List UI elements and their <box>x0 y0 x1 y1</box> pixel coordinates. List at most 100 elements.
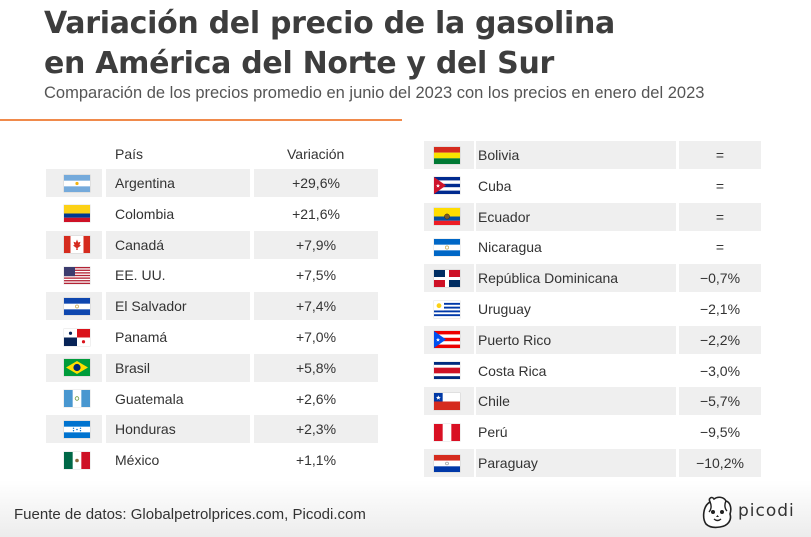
change-value: +5,8% <box>295 359 337 376</box>
change-value: −5,7% <box>699 393 741 410</box>
country-name: República Dominicana <box>478 270 619 287</box>
picodi-mascot-icon <box>702 496 732 529</box>
change-cell: −2,1% <box>679 295 761 323</box>
country-cell: Cuba <box>476 172 676 200</box>
country-cell: Brasil <box>106 353 250 382</box>
country-name: Costa Rica <box>478 362 547 379</box>
change-cell: −3,0% <box>679 357 761 385</box>
uruguay-flag <box>434 300 460 318</box>
dominican-republic-flag <box>434 269 460 287</box>
country-cell: México <box>106 446 250 474</box>
change-cell: +7,5% <box>254 261 378 289</box>
country-name: Puerto Rico <box>478 331 552 348</box>
accent-divider <box>0 119 402 121</box>
country-name: Paraguay <box>478 455 538 471</box>
change-cell: +2,3% <box>254 415 378 444</box>
brazil-flag <box>64 359 90 377</box>
country-name: Colombia <box>115 205 175 222</box>
country-cell: Argentina <box>106 169 250 197</box>
change-value: −9,5% <box>699 424 741 441</box>
chart-subtitle: Comparación de los precios promedio en j… <box>44 84 705 102</box>
country-cell: Paraguay <box>476 449 676 477</box>
country-cell: Panamá <box>106 323 250 351</box>
change-value: +1,1% <box>295 452 337 469</box>
country-cell: Honduras <box>106 415 250 444</box>
title-line-2: en América del Norte y del Sur <box>44 46 555 81</box>
change-value: −2,1% <box>699 301 741 317</box>
change-cell: +7,0% <box>254 323 378 351</box>
country-name: El Salvador <box>115 298 187 315</box>
change-value: +21,6% <box>292 205 340 222</box>
country-name: Guatemala <box>115 390 184 407</box>
country-cell: El Salvador <box>106 292 250 321</box>
change-value: = <box>715 239 725 256</box>
country-name: Cuba <box>478 177 512 194</box>
title-line-1: Variación del precio de la gasolina <box>44 6 615 41</box>
data-source: Fuente de datos: Globalpetrolprices.com,… <box>14 506 366 523</box>
country-cell: Uruguay <box>476 295 676 323</box>
change-cell: −10,2% <box>679 449 761 477</box>
country-cell: Canadá <box>106 230 250 259</box>
bolivia-flag <box>434 146 460 164</box>
change-value: +2,6% <box>295 390 337 407</box>
change-value: +29,6% <box>292 175 340 191</box>
country-cell: Puerto Rico <box>476 325 676 354</box>
mexico-flag <box>64 451 90 469</box>
change-value: −3,0% <box>699 362 741 379</box>
change-value: −2,2% <box>699 331 741 348</box>
country-name: Brasil <box>115 359 151 376</box>
change-column-header: Variación <box>287 146 345 162</box>
change-cell: −9,5% <box>679 418 761 446</box>
ecuador-flag <box>434 208 460 226</box>
change-cell: +5,8% <box>254 353 378 382</box>
change-value: = <box>715 147 725 163</box>
change-value: +7,4% <box>295 298 337 315</box>
country-cell: EE. UU. <box>106 261 250 289</box>
country-cell: Chile <box>476 387 676 416</box>
change-cell: = <box>679 141 761 169</box>
change-cell: −2,2% <box>679 325 761 354</box>
country-name: Chile <box>478 393 510 410</box>
puerto-rico-flag <box>434 331 460 349</box>
usa-flag <box>64 266 90 284</box>
country-name: Perú <box>478 424 508 441</box>
country-cell: Ecuador <box>476 202 676 231</box>
panama-flag <box>64 328 90 346</box>
guatemala-flag <box>64 390 90 408</box>
honduras-flag <box>64 420 90 438</box>
picodi-logo: picodi <box>700 494 805 530</box>
peru-flag <box>434 423 460 441</box>
country-cell: Bolivia <box>476 141 676 169</box>
country-name: EE. UU. <box>115 267 166 284</box>
country-name: Canadá <box>115 236 165 253</box>
colombia-flag <box>64 205 90 223</box>
country-cell: Nicaragua <box>476 233 676 261</box>
change-value: = <box>715 208 725 225</box>
country-cell: Guatemala <box>106 385 250 413</box>
change-cell: = <box>679 233 761 261</box>
country-name: Ecuador <box>478 208 531 225</box>
country-name: México <box>115 452 160 469</box>
country-cell: Costa Rica <box>476 357 676 385</box>
change-value: +7,5% <box>295 267 337 284</box>
argentina-flag <box>64 174 90 192</box>
chart-title: Variación del precio de la gasolina en A… <box>44 4 784 84</box>
change-value: +7,0% <box>295 329 337 345</box>
canada-flag <box>64 236 90 254</box>
change-cell: +1,1% <box>254 446 378 474</box>
el-salvador-flag <box>64 297 90 315</box>
change-value: +2,3% <box>295 421 337 438</box>
change-value: −10,2% <box>696 455 744 471</box>
country-cell: República Dominicana <box>476 264 676 293</box>
change-cell: −0,7% <box>679 264 761 293</box>
country-name: Panamá <box>115 329 168 345</box>
country-name: Uruguay <box>478 301 531 317</box>
country-cell: Perú <box>476 418 676 446</box>
change-cell: +7,9% <box>254 230 378 259</box>
change-cell: +29,6% <box>254 169 378 197</box>
country-cell: Colombia <box>106 200 250 228</box>
country-name: Bolivia <box>478 147 520 163</box>
country-name: Nicaragua <box>478 239 542 256</box>
change-cell: +2,6% <box>254 385 378 413</box>
picodi-wordmark: picodi <box>738 501 795 521</box>
